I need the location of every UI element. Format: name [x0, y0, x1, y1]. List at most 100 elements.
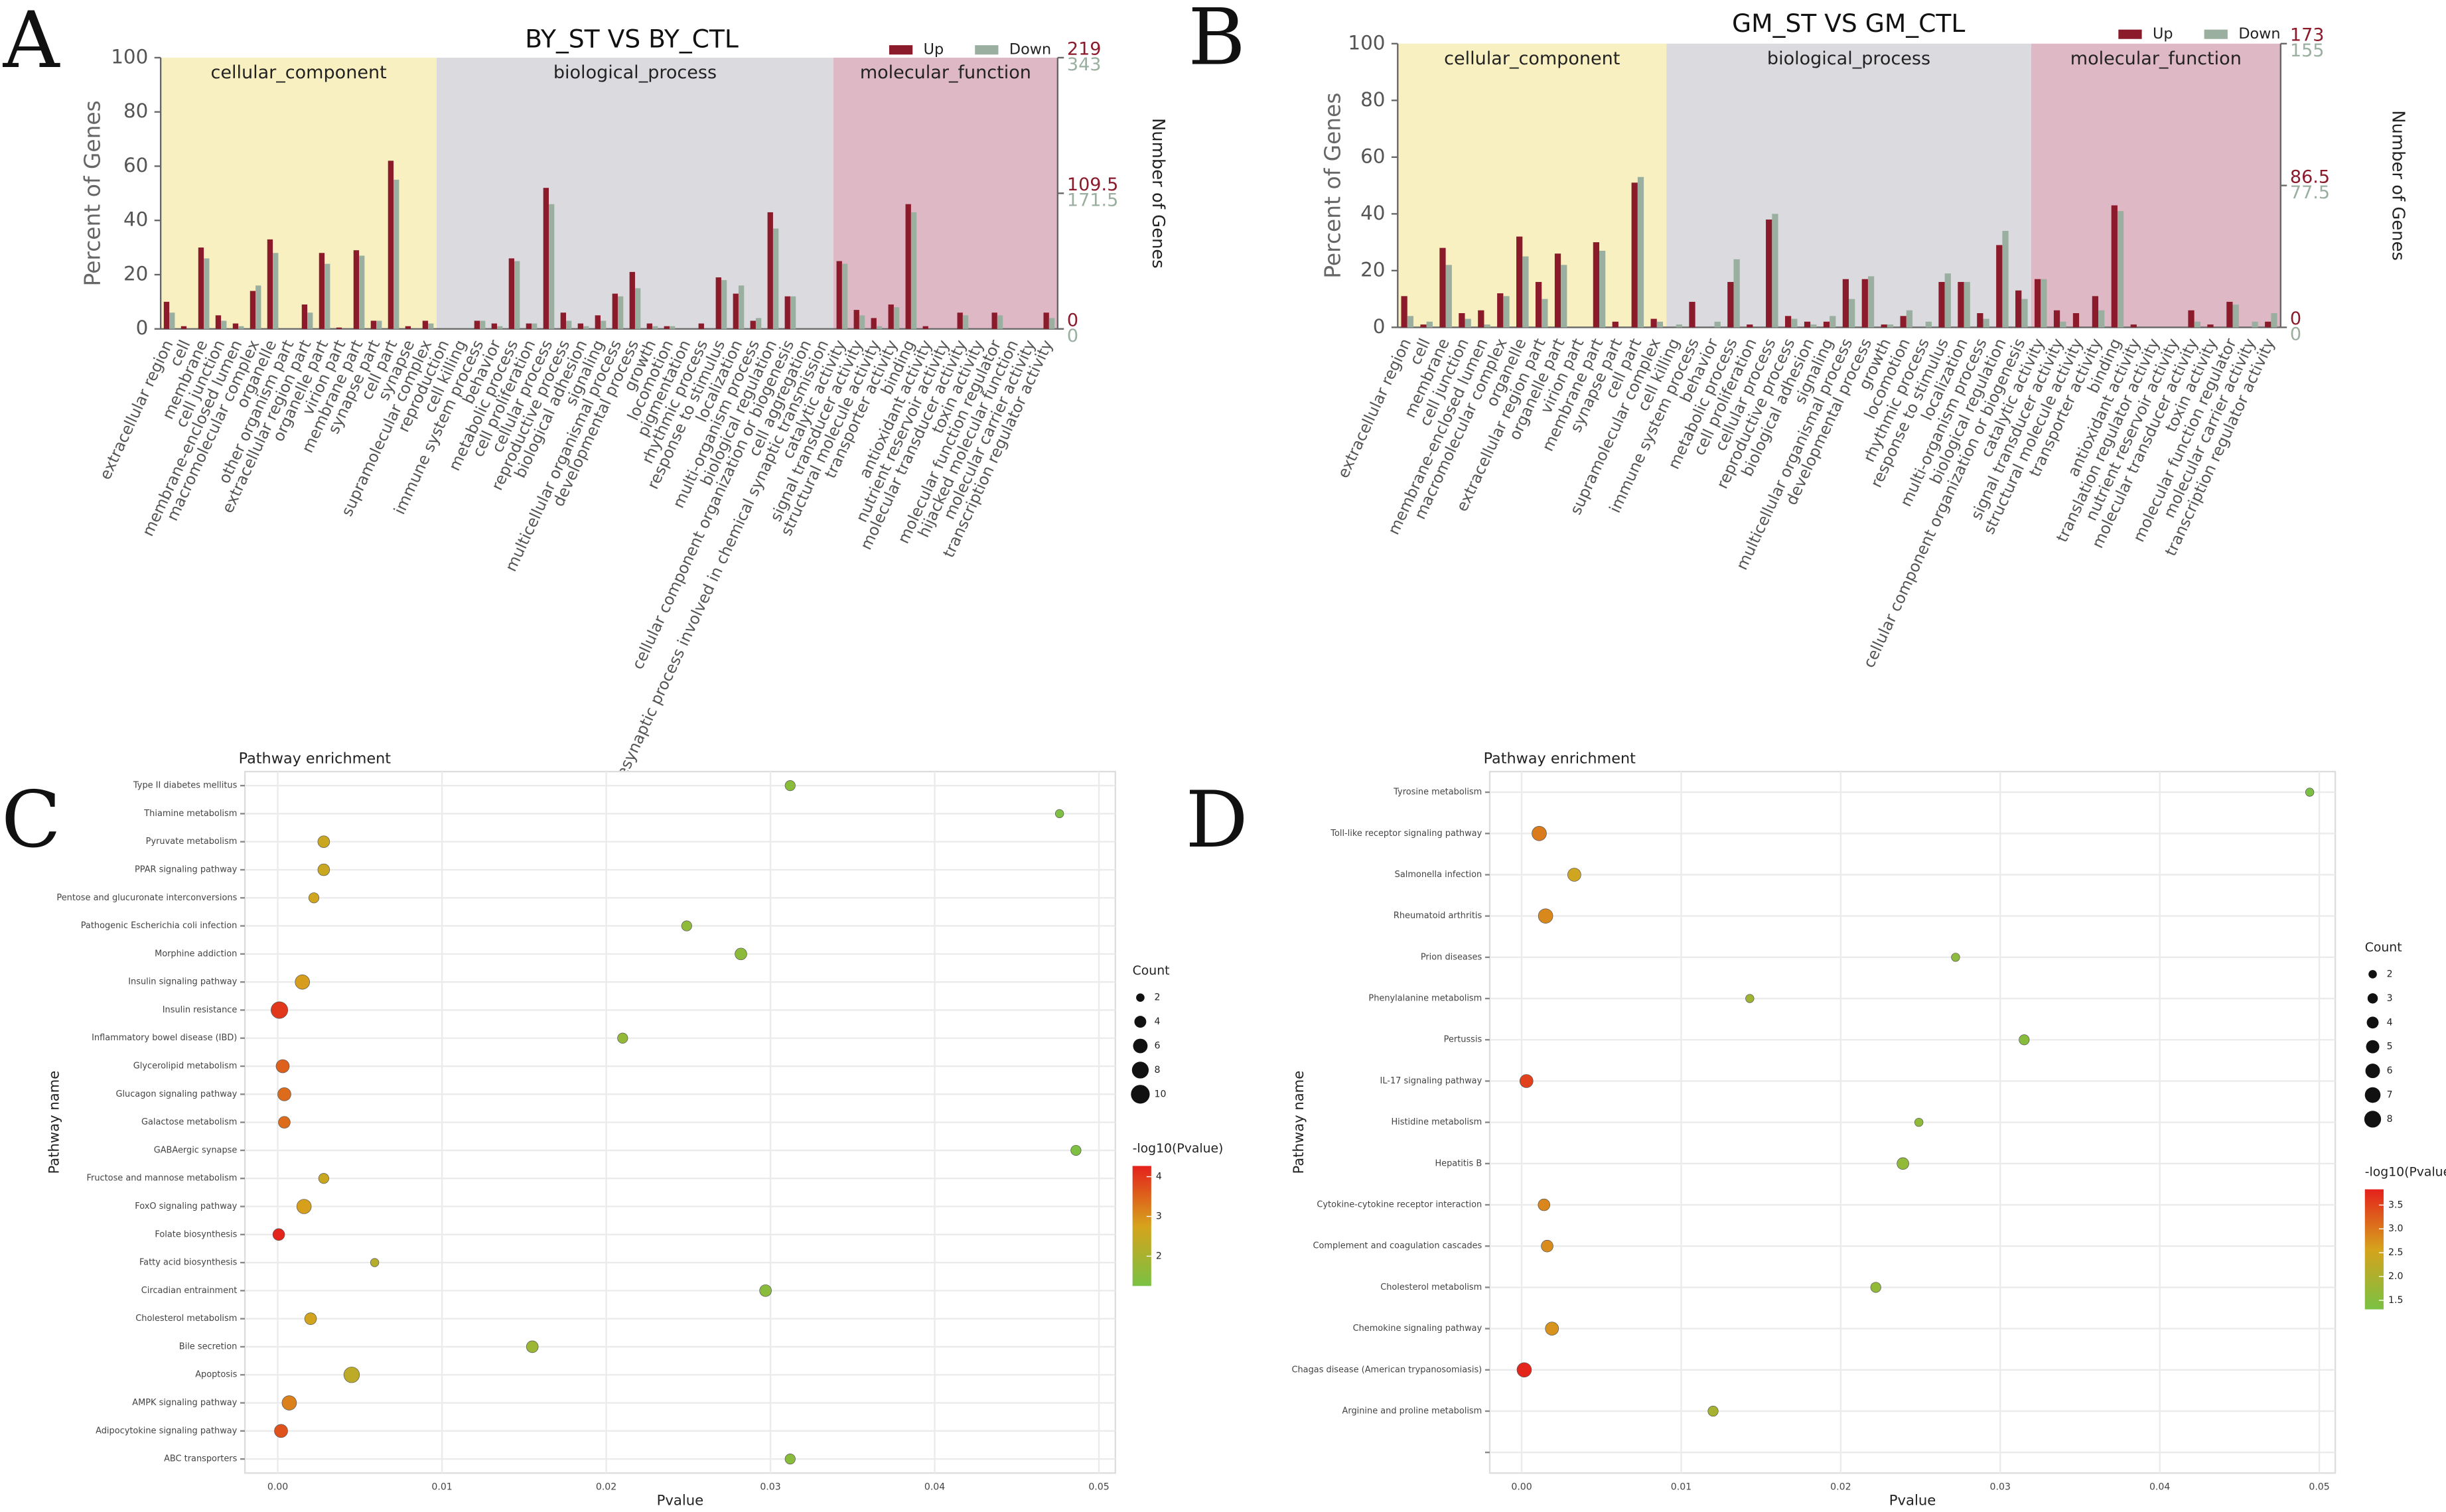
bar: [514, 261, 520, 329]
y-tick-label: Cytokine-cytokine receptor interaction: [1317, 1200, 1482, 1210]
bar: [543, 188, 549, 329]
bar: [508, 258, 515, 329]
bubble: [281, 1395, 297, 1410]
y2-tick-label: 155: [2290, 40, 2325, 61]
bar: [163, 301, 170, 329]
bar: [301, 304, 308, 329]
bubble: [1532, 825, 1547, 841]
color-tick-label: 2.5: [2388, 1247, 2403, 1258]
y-tick-label: Galactose metabolism: [141, 1117, 237, 1127]
size-legend-dot: [1131, 1085, 1150, 1104]
bar: [784, 296, 790, 329]
bar: [1439, 247, 1446, 328]
bar: [1637, 176, 1644, 328]
bar: [2194, 321, 2200, 328]
bar: [1784, 316, 1792, 328]
legend-label: Down: [1009, 41, 1051, 58]
bar: [1849, 299, 1855, 328]
bar: [1516, 236, 1523, 328]
bar: [2252, 321, 2258, 328]
bar: [1964, 281, 1970, 328]
bubble: [2305, 788, 2315, 797]
bar: [600, 320, 607, 329]
bubble: [1567, 868, 1581, 882]
panel-letter: D: [1185, 774, 1248, 865]
bar: [565, 320, 572, 329]
bar: [1048, 318, 1055, 329]
y-tick-label: Inflammatory bowel disease (IBD): [92, 1033, 237, 1043]
bar: [405, 326, 411, 329]
x-tick-label: 0.02: [596, 1481, 616, 1492]
bar: [169, 312, 175, 329]
size-legend-title: Count: [1133, 964, 1170, 978]
bar: [359, 255, 365, 329]
bubble: [617, 1032, 628, 1044]
group-band: [833, 57, 1058, 329]
y2-tick-label: 219: [1067, 39, 1102, 60]
size-legend-dot: [1136, 993, 1145, 1002]
y-axis-title: Percent of Genes: [80, 100, 106, 286]
y-tick-label: 80: [1360, 88, 1385, 111]
bubble: [1519, 1074, 1534, 1088]
y-tick-label: 40: [1360, 202, 1385, 224]
bubble: [1054, 809, 1064, 819]
bar: [2035, 279, 2041, 328]
bar: [1944, 273, 1951, 328]
y-tick-label: GABAergic synapse: [154, 1145, 238, 1155]
bar: [1593, 242, 1599, 328]
bar: [474, 320, 480, 329]
bubble: [1897, 1157, 1909, 1170]
size-legend-label: 6: [2387, 1065, 2393, 1076]
legend-swatch: [2118, 29, 2142, 39]
size-legend-dot: [2366, 1040, 2380, 1054]
y-axis-title: Pathway name: [1290, 1071, 1307, 1174]
size-legend-label: 5: [2387, 1042, 2393, 1052]
bar: [267, 239, 273, 329]
bar: [871, 318, 877, 329]
size-legend-dot: [1131, 1062, 1149, 1079]
y-tick-label: Circadian entrainment: [141, 1286, 238, 1296]
y-tick-label: Type II diabetes mellitus: [133, 781, 238, 791]
bar: [853, 310, 859, 329]
bar: [1881, 324, 1887, 328]
bar: [1977, 313, 1983, 328]
bar: [1676, 324, 1682, 328]
chart-title: Pathway enrichment: [1484, 750, 1636, 768]
bar: [1810, 324, 1817, 328]
y-tick-label: Insulin resistance: [163, 1005, 238, 1015]
bubble: [784, 1454, 796, 1465]
x-tick-label: 0.05: [2309, 1481, 2329, 1492]
bar: [2111, 205, 2118, 328]
y-tick-label: 20: [123, 262, 148, 285]
y-tick-label: 100: [111, 45, 148, 68]
bar: [2207, 324, 2214, 328]
y-tick-label: AMPK signaling pathway: [132, 1398, 237, 1408]
legend-label: Down: [2238, 25, 2280, 42]
color-tick-label: 3: [1156, 1211, 1162, 1221]
bar: [2130, 324, 2137, 328]
x-tick-label: 0.04: [2149, 1481, 2170, 1492]
bar: [646, 323, 652, 329]
x-axis-title: Pvalue: [1889, 1492, 1936, 1509]
y-tick-label: Fatty acid biosynthesis: [139, 1258, 238, 1268]
y-tick-label: Thiamine metabolism: [143, 809, 237, 819]
bar: [1542, 299, 1548, 328]
bar: [336, 327, 342, 329]
size-legend-dot: [2366, 1016, 2379, 1029]
bubble: [278, 1116, 291, 1129]
bar: [2072, 313, 2080, 328]
bubble: [295, 974, 310, 990]
y-tick-label: 0: [136, 316, 149, 339]
bar: [957, 312, 963, 329]
bar: [560, 312, 566, 329]
y-tick-label: FoxO signaling pathway: [135, 1202, 237, 1211]
color-legend-title: -log10(Pvalue): [1133, 1142, 1224, 1156]
bar: [790, 296, 796, 329]
bubble: [1538, 908, 1553, 924]
color-tick-label: 2.0: [2388, 1271, 2403, 1282]
bubble: [1707, 1405, 1719, 1417]
bubble: [526, 1340, 539, 1353]
y2-tick-label: 173: [2290, 25, 2325, 46]
bar: [1401, 296, 1407, 328]
bar: [836, 261, 842, 329]
